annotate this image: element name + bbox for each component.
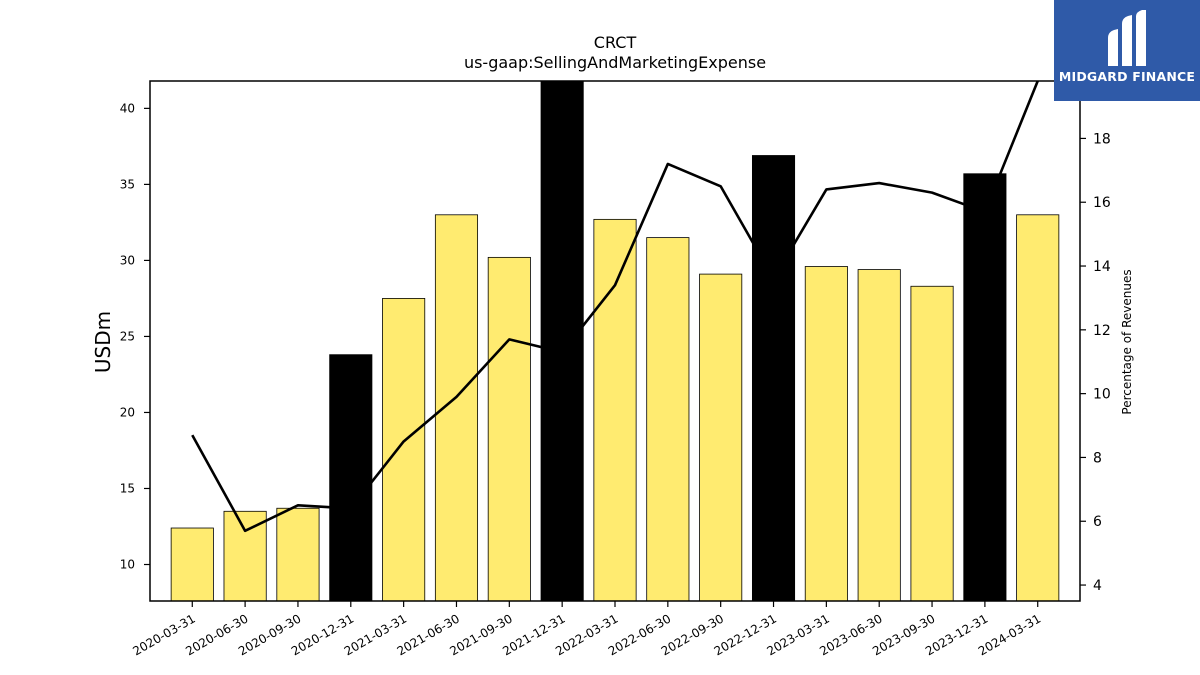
y2-tick-label: 16 (1093, 195, 1111, 211)
y2-tick-label: 12 (1093, 323, 1111, 339)
bar-2021-12-31 (540, 80, 584, 602)
bar-2020-06-30 (223, 510, 267, 602)
bar-2023-12-31 (963, 173, 1007, 602)
logo-text: MIDGARD FINANCE (1058, 69, 1196, 84)
y2-tick-label: 8 (1093, 450, 1102, 466)
y2-tick-label: 6 (1093, 514, 1102, 530)
bar-2020-03-31 (170, 527, 214, 602)
bar-2022-03-31 (593, 218, 637, 602)
y-tick-label: 25 (120, 329, 135, 343)
bar-2022-12-31 (751, 155, 796, 602)
y-axis-label: USDm (91, 311, 115, 373)
y-tick-label: 30 (120, 253, 135, 267)
bar-2022-06-30 (646, 237, 690, 602)
y2-tick-label: 4 (1093, 578, 1102, 594)
midgard-finance-logo: MIDGARD FINANCE (1054, 0, 1200, 101)
bar-2020-09-30 (276, 507, 320, 602)
bar-2022-09-30 (699, 273, 743, 602)
bar-2021-09-30 (487, 256, 531, 602)
y-tick-label: 15 (120, 481, 135, 495)
y-tick-label: 20 (120, 405, 135, 419)
bar-2023-03-31 (804, 266, 848, 602)
logo-mark-icon (1108, 10, 1146, 66)
chart-title: CRCT (594, 33, 637, 52)
y-tick-label: 35 (120, 177, 135, 191)
bar-2020-12-31 (329, 354, 373, 602)
bar-2024-03-31 (1016, 214, 1060, 602)
percentage-line (191, 80, 1039, 533)
y-tick-label: 40 (120, 101, 135, 115)
bar-2021-03-31 (382, 298, 426, 602)
bar-2023-06-30 (857, 269, 901, 602)
y2-tick-label: 18 (1093, 131, 1111, 147)
chart-subtitle: us-gaap:SellingAndMarketingExpense (464, 53, 766, 72)
y-tick-label: 10 (120, 558, 135, 572)
y2-axis-label: Percentage of Revenues (1120, 269, 1134, 414)
y2-tick-label: 10 (1093, 387, 1111, 403)
y2-tick-label: 14 (1093, 259, 1111, 275)
bar-2023-09-30 (910, 285, 954, 602)
